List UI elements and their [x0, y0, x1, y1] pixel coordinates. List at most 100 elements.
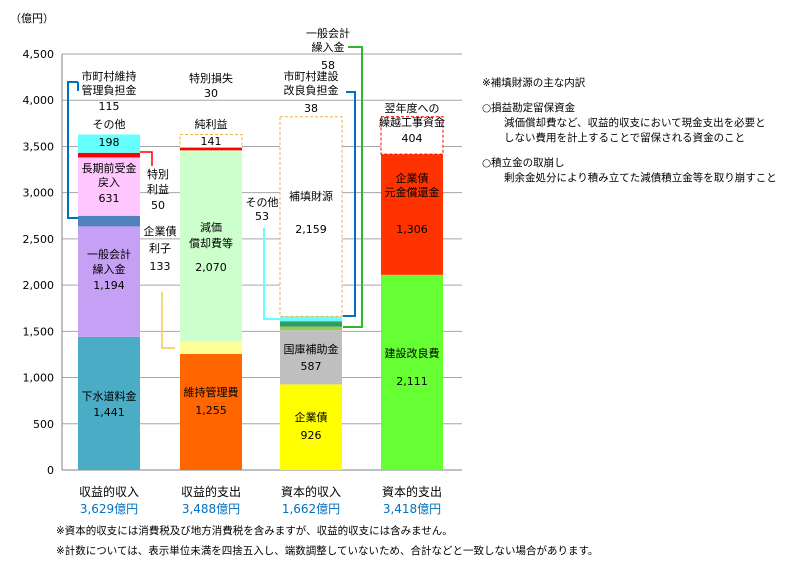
label-kigyosai-rishi-1: 企業債: [144, 224, 177, 238]
y-tick-label: 0: [47, 464, 54, 477]
y-tick-label: 2,500: [23, 233, 55, 246]
bar-segment-2-5: [279, 116, 343, 317]
label-gankin-2: 元金償還金: [385, 185, 440, 199]
label-yokunen-1: 翌年度への: [385, 101, 440, 115]
bar-segment-0-2: [78, 215, 140, 227]
label-junrieki: 純利益: [195, 117, 228, 131]
y-tick-label: 3,500: [23, 140, 55, 153]
label-ippan-1: 一般会計: [87, 247, 131, 261]
bar-segment-1-0: [180, 353, 242, 470]
y-axis-unit-label: （億円）: [10, 12, 54, 25]
bar-segment-0-1: [78, 226, 140, 337]
bar-segment-2-4: [280, 316, 342, 322]
column-total-label: 1,662億円: [282, 502, 340, 516]
notes-item2-title: ○積立金の取崩し: [482, 157, 565, 169]
bar-segment-1-1: [180, 341, 242, 354]
bracket-shicho-iji: [67, 81, 78, 219]
label-shicho-iji-1: 市町村維持: [82, 69, 137, 83]
y-tick-label: 1,500: [23, 325, 55, 338]
connector-kigyosai-rishi: [161, 292, 175, 349]
label-shicho-kensetsu-2: 改良負担金: [284, 83, 339, 97]
value-ippan2: 58: [321, 59, 335, 72]
y-tick-label: 1,000: [23, 372, 55, 385]
notes-item1-body-1: 減価償却費など、収益的収支において現金支出を必要と: [504, 117, 766, 129]
label-tokubetsu-rieki-1: 特別: [147, 167, 169, 181]
bar-segment-2-2: [280, 326, 342, 331]
label-genka-2: 償却費等: [189, 236, 233, 250]
bar-segment-0-3: [78, 157, 140, 216]
label-shicho-iji-2: 管理負担金: [82, 83, 137, 97]
bar-segment-3-0: [381, 274, 443, 470]
label-tokubetsu-sonshitsu: 特別損失: [189, 71, 233, 85]
value-tokubetsu-rieki: 50: [151, 199, 165, 212]
value-iji: 1,255: [195, 404, 227, 417]
value-ryokin: 1,441: [93, 406, 125, 419]
label-kigyosai-rishi-2: 利子: [149, 242, 171, 255]
bracket-ippan2: [343, 46, 363, 328]
y-tick-label: 2,000: [23, 279, 55, 292]
column-total-label: 3,629億円: [80, 502, 138, 516]
value-shicho-iji: 115: [99, 100, 120, 113]
footnote-1: ※資本的収支には消費税及び地方消費税を含みますが、収益的収支には含みません。: [56, 525, 453, 537]
value-junrieki: 141: [201, 135, 222, 148]
value-kokko: 587: [301, 360, 322, 373]
column-total-label: 3,418億円: [383, 502, 441, 516]
x-category-label: 収益的支出: [181, 484, 241, 499]
label-kokko: 国庫補助金: [284, 342, 339, 356]
y-tick-label: 500: [33, 418, 54, 431]
bar-segment-2-3: [280, 321, 342, 327]
y-tick-label: 4,500: [23, 48, 55, 61]
notes-item2-body: 剰余金処分により積み立てた減債積立金等を取り崩すこと: [504, 172, 777, 184]
label-iji: 維持管理費: [184, 385, 239, 399]
bar-segment-0-5: [78, 134, 140, 153]
connector-tokubetsu-rieki: [140, 151, 153, 166]
notes-item1-body-2: しない費用を計上することで留保される資金のこと: [504, 132, 746, 144]
label-ippan2-1: 一般会計: [306, 26, 350, 40]
label-gankin-1: 企業債: [396, 171, 429, 185]
y-tick-label: 3,000: [23, 187, 55, 200]
bar-segment-1-4: [179, 134, 243, 149]
label-kigyosai: 企業債: [295, 410, 328, 424]
y-tick-label: 4,000: [23, 94, 55, 107]
x-category-label: 収益的収入: [79, 484, 139, 499]
value-kigyosai-rishi: 133: [150, 260, 171, 273]
label-kensetsu: 建設改良費: [385, 346, 440, 360]
value-shicho-kensetsu: 38: [304, 102, 318, 115]
bar-segment-2-0: [280, 384, 342, 470]
stacked-bar-chart: 0 500 1,000 1,500 2,000 2,500 3,000 3,500 4,000 4…: [10, 12, 462, 516]
x-category-label: 資本的支出: [382, 484, 442, 499]
bar-segment-2-1: [280, 330, 342, 385]
value-sonota-1: 198: [99, 136, 120, 149]
connector-sonota-2: [263, 228, 280, 320]
value-genka: 2,070: [195, 261, 227, 274]
x-category-label: 資本的収入: [281, 484, 341, 499]
label-shicho-kensetsu-1: 市町村建設: [284, 69, 339, 83]
value-ippan: 1,194: [93, 279, 125, 292]
bar-segment-1-2: [180, 150, 242, 342]
notes-heading: ※補填財源の主な内訳: [482, 77, 586, 89]
value-yokunen: 404: [402, 132, 423, 145]
bar-segment-0-0: [78, 336, 140, 470]
bar-segment-3-1: [381, 154, 443, 275]
value-choki: 631: [99, 192, 120, 205]
bracket-shicho-kensetsu: [343, 91, 356, 317]
value-tokubetsu-sonshitsu: 30: [204, 87, 218, 100]
label-genka-1: 減価: [200, 220, 222, 234]
column-total-label: 3,488億円: [182, 502, 240, 516]
value-hoten: 2,159: [295, 223, 327, 236]
label-sonota-2: その他: [246, 196, 279, 209]
label-tokubetsu-rieki-2: 利益: [147, 182, 169, 196]
supplement-notes: ※補填財源の主な内訳 ○損益勘定留保資金 減価償却費など、収益的収支において現金…: [482, 76, 782, 186]
label-yokunen-2: 繰越工事資金: [379, 115, 445, 129]
label-sonota-1: その他: [93, 118, 126, 131]
bar-segment-0-4: [78, 152, 140, 158]
bar-segment-3-2: [380, 116, 444, 155]
label-hoten: 補填財源: [289, 189, 333, 203]
value-kensetsu: 2,111: [396, 375, 428, 388]
label-choki-2: 戻入: [98, 176, 120, 189]
label-ryokin: 下水道料金: [82, 389, 137, 403]
value-kigyosai: 926: [301, 429, 322, 442]
value-gankin: 1,306: [396, 223, 428, 236]
bar-segment-1-3: [180, 147, 242, 151]
